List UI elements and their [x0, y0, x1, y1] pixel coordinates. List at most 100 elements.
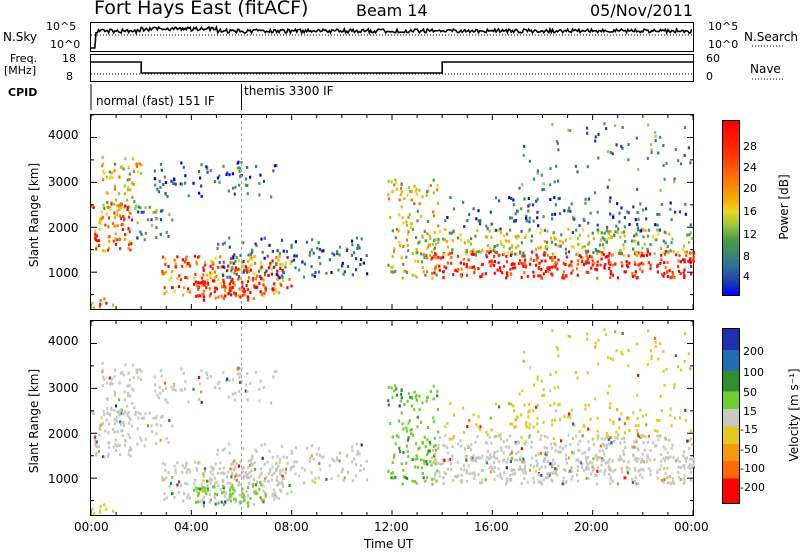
power-echo-cell	[480, 263, 483, 266]
velocity-echo-cell	[264, 477, 267, 481]
velocity-echo-cell	[689, 466, 692, 470]
velocity-echo-cell	[242, 495, 245, 499]
velocity-echo-cell	[206, 376, 209, 380]
power-echo-cell	[181, 264, 184, 268]
power-echo-cell	[662, 144, 665, 147]
velocity-echo-cell	[557, 450, 560, 454]
power-echo-cell	[118, 192, 121, 196]
velocity-echo-cell	[600, 437, 603, 441]
velocity-echo-cell	[532, 476, 535, 480]
power-echo-cell	[510, 272, 513, 276]
velocity-echo-cell	[272, 375, 275, 379]
velocity-echo-cell	[222, 370, 225, 374]
velocity-echo-cell	[459, 439, 462, 443]
velocity-echo-cell	[103, 503, 106, 507]
velocity-echo-cell	[584, 403, 587, 407]
power-echo-cell	[559, 239, 562, 243]
velocity-echo-cell	[493, 435, 496, 439]
velocity-echo-cell	[311, 444, 314, 448]
power-echo-cell	[434, 251, 437, 255]
velocity-echo-cell	[208, 493, 211, 497]
power-echo-cell	[605, 240, 608, 244]
velocity-echo-cell	[286, 461, 289, 465]
power-echo-cell	[393, 249, 396, 253]
power-echo-cell	[409, 222, 412, 226]
power-echo-cell	[222, 297, 226, 301]
power-echo-cell	[122, 167, 125, 171]
velocity-echo-cell	[254, 448, 257, 452]
power-echo-cell	[115, 238, 118, 242]
velocity-echo-cell	[607, 436, 610, 440]
velocity-echo-cell	[209, 375, 212, 379]
velocity-echo-cell	[341, 467, 344, 471]
velocity-echo-cell	[98, 450, 101, 453]
velocity-echo-cell	[611, 459, 615, 463]
velocity-echo-cell	[236, 474, 239, 478]
power-echo-cell	[130, 242, 133, 246]
velocity-echo-cell	[475, 456, 478, 460]
velocity-echo-cell	[195, 500, 198, 504]
power-echo-cell	[187, 194, 190, 198]
power-echo-cell	[401, 216, 404, 220]
power-echo-cell	[561, 241, 564, 245]
power-echo-cell	[609, 270, 612, 273]
velocity-echo-cell	[683, 359, 686, 363]
power-echo-cell	[641, 270, 644, 274]
power-echo-cell	[615, 143, 618, 147]
power-echo-cell	[522, 265, 525, 268]
power-echo-cell	[312, 251, 315, 255]
nave-tick-bottom: 0	[706, 70, 713, 83]
velocity-echo-cell	[429, 442, 432, 446]
power-echo-cell	[244, 289, 247, 293]
power-echo-cell	[578, 233, 581, 237]
power-echo-cell	[294, 240, 297, 244]
velocity-cb-tick-50: 50	[743, 386, 757, 399]
velocity-echo-cell	[345, 455, 348, 458]
xtick-2: 08:00	[274, 520, 309, 534]
power-cb-tick-20: 20	[743, 182, 757, 195]
power-echo-cell	[127, 186, 130, 190]
power-echo-cell	[271, 249, 274, 253]
velocity-echo-cell	[113, 417, 116, 421]
power-echo-cell	[230, 269, 233, 273]
velocity-echo-cell	[317, 447, 320, 451]
power-echo-cell	[485, 224, 488, 228]
power-echo-cell	[262, 179, 266, 183]
power-echo-cell	[150, 218, 153, 222]
velocity-echo-cell	[234, 475, 237, 478]
power-echo-cell	[493, 260, 496, 263]
power-echo-cell	[415, 188, 418, 191]
velocity-echo-cell	[255, 371, 258, 374]
power-echo-cell	[659, 188, 662, 192]
velocity-echo-cell	[662, 369, 665, 373]
power-echo-cell	[220, 294, 223, 298]
velocity-echo-cell	[436, 394, 439, 398]
velocity-echo-cell	[490, 441, 493, 445]
velocity-echo-cell	[112, 509, 115, 513]
power-echo-cell	[235, 266, 238, 270]
velocity-echo-cell	[266, 460, 269, 464]
power-echo-cell	[513, 203, 516, 207]
power-echo-cell	[140, 210, 143, 214]
velocity-echo-cell	[438, 435, 441, 439]
velocity-echo-cell	[114, 368, 117, 372]
velocity-echo-cell	[194, 486, 197, 490]
velocity-echo-cell	[119, 420, 122, 424]
velocity-echo-cell	[490, 465, 493, 469]
power-echo-cell	[129, 248, 132, 252]
power-echo-cell	[247, 259, 250, 263]
power-echo-cell	[683, 274, 686, 278]
cpid-mode-2: themis 3300 IF	[244, 84, 334, 98]
velocity-panel	[90, 320, 694, 516]
power-echo-cell	[301, 260, 304, 264]
power-echo-cell	[113, 211, 116, 215]
velocity-echo-cell	[202, 472, 205, 476]
power-echo-cell	[91, 301, 94, 305]
power-echo-cell	[227, 189, 230, 193]
power-echo-cell	[523, 254, 526, 257]
velocity-echo-cell	[588, 447, 591, 451]
velocity-echo-cell	[495, 434, 498, 438]
velocity-echo-cell	[169, 482, 173, 486]
velocity-echo-cell	[280, 489, 283, 493]
velocity-echo-cell	[641, 476, 644, 480]
